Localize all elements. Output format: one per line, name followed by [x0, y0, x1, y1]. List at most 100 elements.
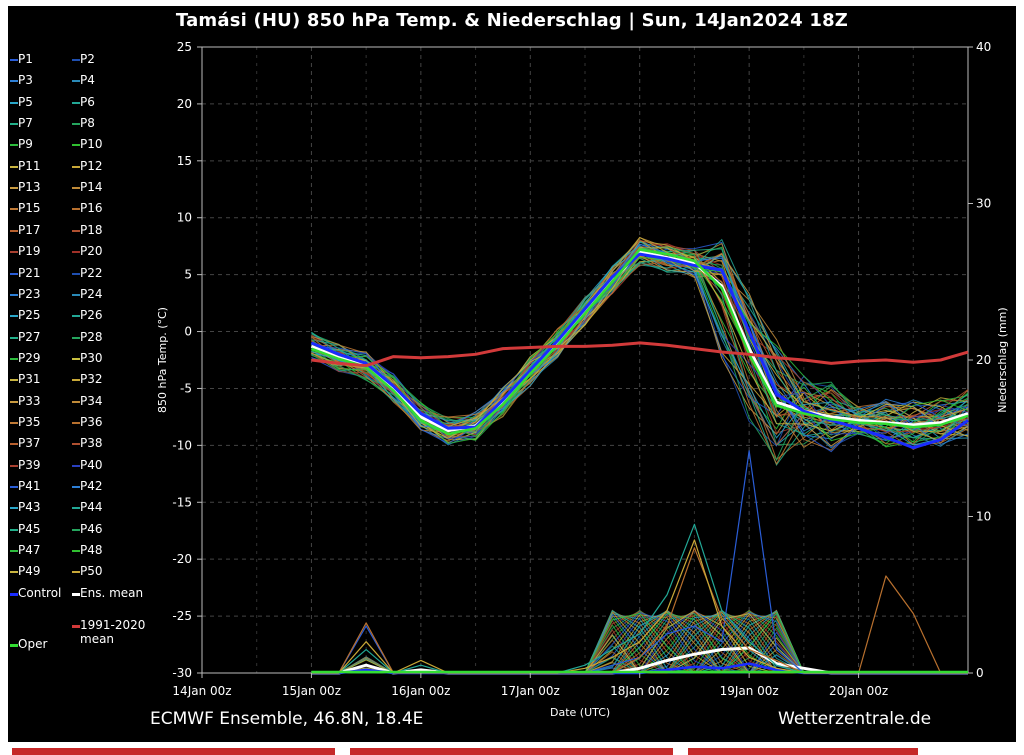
y-tick-label: 15 [177, 154, 192, 168]
legend-label: P48 [80, 543, 103, 558]
legend-swatch [10, 593, 18, 596]
legend-swatch [72, 528, 80, 531]
legend-swatch [72, 293, 80, 296]
legend-swatch [72, 144, 80, 147]
ensemble-member-line [311, 248, 969, 435]
x-tick-label: 14Jan 00z [172, 684, 231, 698]
legend-swatch [10, 507, 18, 510]
legend-label: P20 [80, 244, 103, 259]
legend-swatch [10, 336, 18, 339]
legend-swatch [10, 464, 18, 467]
legend-label: P50 [80, 564, 103, 579]
legend-swatch [10, 550, 18, 553]
legend-label: P9 [18, 137, 33, 152]
legend-swatch [72, 443, 80, 446]
legend-label: P3 [18, 73, 33, 88]
y-tick-label: -30 [172, 666, 192, 680]
strip-block [688, 748, 918, 755]
legend-swatch [10, 293, 18, 296]
legend-label: P2 [80, 52, 95, 66]
legend-label: P19 [18, 244, 41, 259]
y-tick-label: 25 [177, 40, 192, 54]
legend-swatch [72, 80, 80, 83]
legend-label: P37 [18, 436, 41, 451]
legend-swatch [72, 486, 80, 488]
legend-label: P27 [18, 329, 41, 344]
legend-swatch [10, 208, 18, 211]
legend-swatch [10, 187, 18, 190]
legend-label: P47 [18, 543, 41, 558]
legend-swatch [10, 59, 18, 61]
legend-swatch [10, 123, 18, 126]
legend-label: P31 [18, 372, 41, 387]
legend-label: P24 [80, 286, 103, 301]
y2-tick-label: 30 [976, 197, 991, 211]
legend-label: P44 [80, 500, 103, 515]
chart-frame [8, 6, 1016, 742]
y-tick-label: 10 [177, 211, 192, 225]
y2-tick-label: 0 [976, 666, 984, 680]
legend-label: P26 [80, 308, 103, 323]
y-tick-label: 20 [177, 97, 192, 111]
x-tick-label: 16Jan 00z [391, 684, 450, 698]
legend-label: P18 [80, 222, 103, 237]
y2-axis-label: Niederschlag (mm) [996, 307, 1009, 412]
footer-source: ECMWF Ensemble, 46.8N, 18.4E [150, 709, 424, 729]
legend-label: P10 [80, 137, 103, 152]
legend-swatch [10, 251, 18, 254]
legend-swatch [72, 357, 80, 360]
legend-swatch [72, 336, 80, 339]
legend-swatch [72, 272, 80, 275]
legend-label: P11 [18, 158, 41, 173]
y-tick-label: 0 [184, 325, 192, 339]
legend-label: P38 [80, 436, 103, 451]
legend-label: P22 [80, 265, 103, 280]
x-tick-label: 18Jan 00z [610, 684, 669, 698]
legend-swatch [72, 315, 80, 318]
legend-swatch [10, 644, 18, 647]
series-line-oper [310, 248, 969, 436]
legend-label: P21 [18, 265, 41, 280]
legend-swatch [10, 165, 18, 168]
y2-tick-label: 10 [976, 510, 991, 524]
legend-label: P15 [18, 201, 41, 216]
strip-block [12, 748, 335, 755]
y2-tick-label: 20 [976, 353, 991, 367]
legend-label: Ens. mean [80, 586, 144, 600]
legend-swatch [10, 315, 18, 318]
legend-label: P36 [80, 414, 103, 429]
x-axis-label: Date (UTC) [550, 706, 611, 719]
x-tick-label: 15Jan 00z [282, 684, 341, 698]
legend-label: P32 [80, 372, 103, 387]
legend-swatch [72, 421, 80, 424]
legend-label: P42 [80, 479, 103, 493]
legend-label: Oper [18, 637, 48, 651]
legend-label: P1 [18, 52, 33, 66]
legend-label: P4 [80, 73, 95, 88]
legend-swatch [72, 464, 80, 467]
legend-swatch [10, 400, 18, 403]
legend-label: P6 [80, 94, 95, 109]
y-tick-label: -20 [172, 552, 192, 566]
y2-tick-label: 40 [976, 40, 991, 54]
series-line-control [310, 252, 969, 450]
legend-swatch [10, 144, 18, 147]
legend-label: P28 [80, 329, 103, 344]
legend-swatch [72, 593, 80, 596]
legend-swatch [10, 486, 18, 488]
legend-label: P30 [80, 350, 103, 365]
legend-label: P17 [18, 222, 41, 237]
bottom-strip [0, 742, 1024, 755]
legend-swatch [10, 80, 18, 83]
ensemble-member-line [311, 242, 969, 448]
legend-label: P7 [18, 116, 33, 131]
series-line-ens-mean [310, 250, 969, 433]
y-tick-label: 5 [184, 268, 192, 282]
legend-swatch [10, 101, 18, 104]
legend-label: P12 [80, 158, 103, 173]
legend-swatch [10, 272, 18, 275]
legend-label: P33 [18, 393, 41, 408]
legend-swatch [72, 208, 80, 211]
legend-swatch [10, 443, 18, 446]
